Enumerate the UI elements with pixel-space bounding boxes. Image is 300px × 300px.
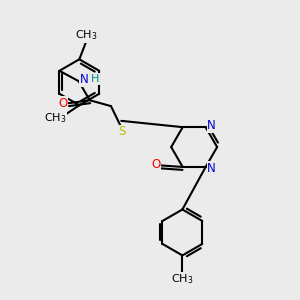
Text: O: O bbox=[152, 158, 161, 171]
Text: N: N bbox=[207, 162, 216, 175]
Text: O: O bbox=[58, 97, 68, 110]
Text: S: S bbox=[118, 125, 126, 138]
Text: CH$_3$: CH$_3$ bbox=[171, 273, 194, 286]
Text: CH$_3$: CH$_3$ bbox=[44, 112, 66, 125]
Text: N: N bbox=[80, 73, 89, 86]
Text: N: N bbox=[207, 119, 216, 132]
Text: CH$_3$: CH$_3$ bbox=[76, 28, 98, 42]
Text: H: H bbox=[91, 74, 100, 84]
